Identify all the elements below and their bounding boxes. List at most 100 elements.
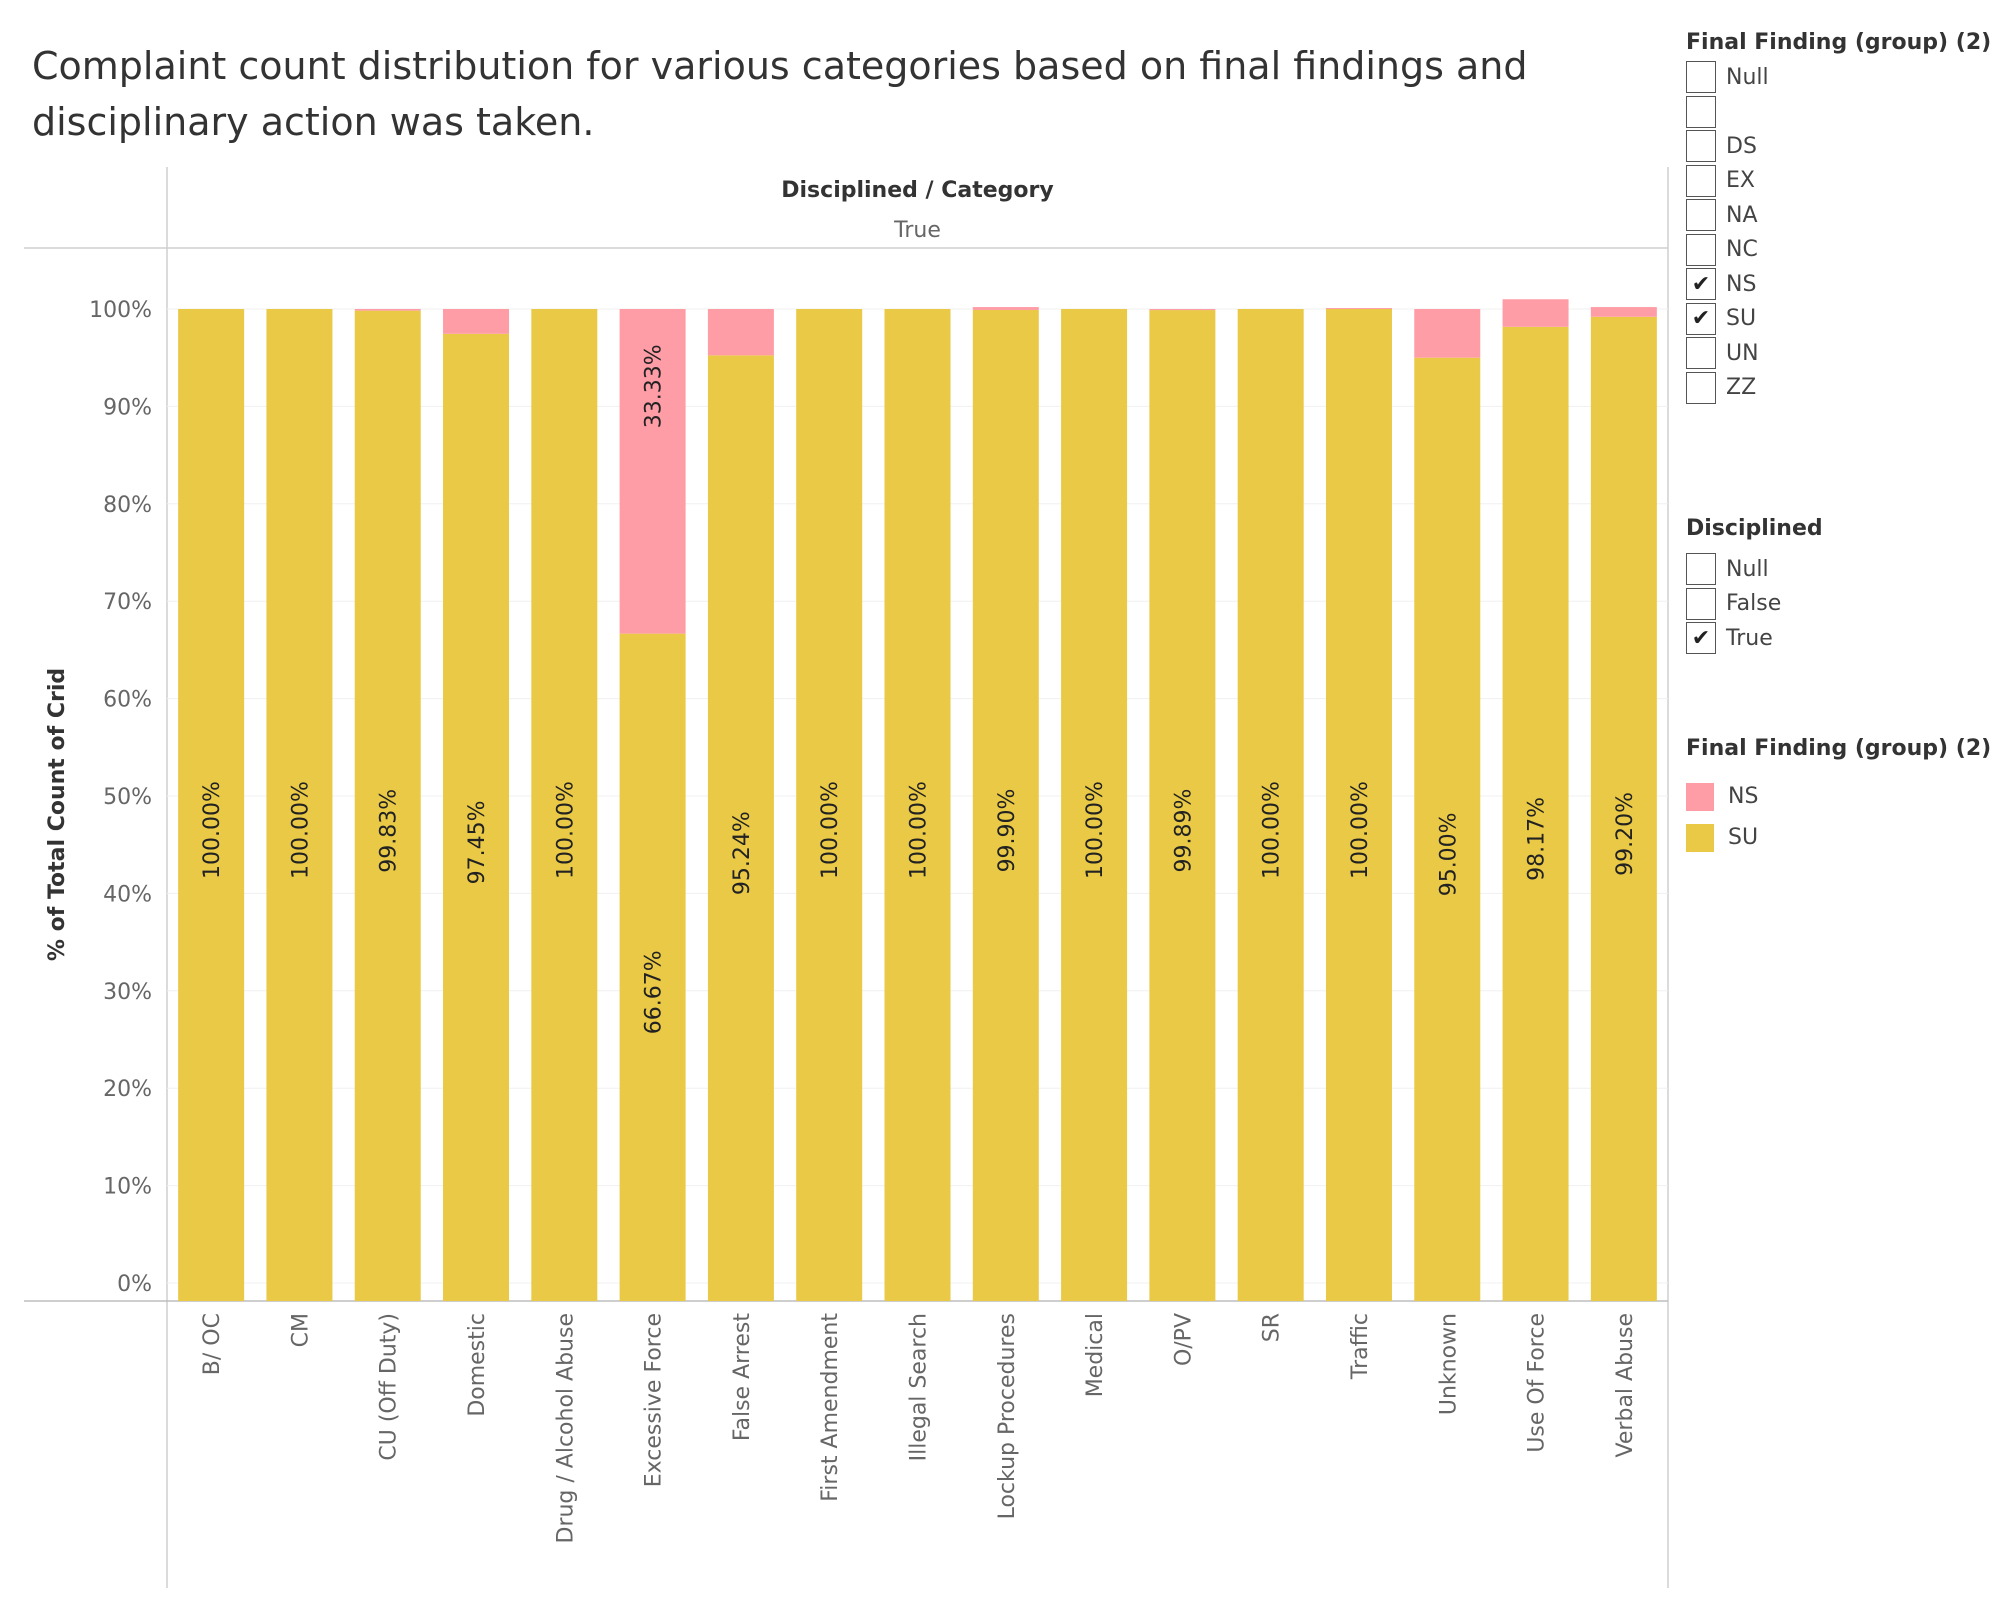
panel-header-label: Disciplined / Category [781, 178, 1053, 203]
bar-su [1502, 326, 1569, 1301]
final-finding-item-null[interactable]: Null [1686, 60, 1991, 95]
disciplined-item-null[interactable]: Null [1686, 552, 1823, 587]
x-tick-label: False Arrest [730, 1313, 755, 1441]
checkbox[interactable] [1686, 130, 1716, 163]
checkbox[interactable] [1686, 164, 1716, 197]
x-tick-label: Lockup Procedures [995, 1313, 1020, 1519]
data-label-su: 98.17% [1525, 797, 1550, 881]
final-finding-item-na[interactable]: NA [1686, 198, 1991, 233]
final-finding-item-zz[interactable]: ZZ [1686, 371, 1991, 406]
panel-header-value: True [893, 218, 941, 243]
data-label-su: 99.20% [1613, 792, 1638, 876]
bar-ns [707, 309, 774, 356]
x-tick-label: CU (Off Duty) [377, 1313, 402, 1461]
bar-su [178, 309, 245, 1301]
checkbox[interactable] [1686, 337, 1716, 370]
final-finding-item-ds[interactable]: DS [1686, 129, 1991, 164]
bar-ns [619, 309, 686, 634]
bar-su [884, 309, 951, 1301]
checkbox[interactable] [1686, 371, 1716, 404]
data-label-su: 100.00% [907, 781, 932, 879]
x-tick-label: Traffic [1348, 1313, 1373, 1380]
bar-ns [972, 307, 1039, 310]
checkbox-label: NS [1726, 271, 1757, 297]
data-label-su: 100.00% [1083, 781, 1108, 879]
data-label-su: 100.00% [200, 781, 225, 879]
checkbox-label: SU [1726, 306, 1757, 332]
x-tick-label: Drug / Alcohol Abuse [553, 1313, 578, 1543]
final-finding-item-blank[interactable] [1686, 95, 1991, 130]
y-axis-label: % of Total Count of Crid [45, 668, 70, 961]
bar-ns [1149, 309, 1216, 311]
y-tick-label: 70% [103, 590, 152, 615]
bar-su [1414, 357, 1481, 1301]
checkbox[interactable]: ✔ [1686, 302, 1716, 335]
y-tick-label: 90% [103, 395, 152, 420]
checkbox[interactable] [1686, 61, 1716, 94]
legend-item-ns: NS [1686, 776, 1991, 817]
x-tick-label: First Amendment [818, 1313, 843, 1502]
data-label-su: 66.67% [642, 950, 667, 1034]
y-tick-label: 80% [103, 493, 152, 518]
filter-disciplined: Disciplined Null False ✔ True [1686, 514, 1823, 656]
checkbox-label: Null [1726, 556, 1769, 582]
data-label-ns: 33.33% [642, 344, 667, 428]
data-label-su: 95.00% [1436, 812, 1461, 896]
data-label-su: 100.00% [553, 781, 578, 879]
bar-su [443, 333, 510, 1301]
checkbox-label: ZZ [1726, 375, 1757, 401]
filter-final-finding-title: Final Finding (group) (2) [1686, 30, 1992, 55]
bar-su [1237, 309, 1304, 1301]
final-finding-item-ex[interactable]: EX [1686, 164, 1991, 199]
checkbox-label: EX [1726, 168, 1755, 194]
data-label-su: 100.00% [288, 781, 313, 879]
data-label-su: 100.00% [1260, 781, 1285, 879]
disciplined-item-true[interactable]: ✔ True [1686, 621, 1823, 656]
final-finding-item-su[interactable]: ✔ SU [1686, 302, 1991, 337]
checkbox[interactable] [1686, 199, 1716, 232]
bar-su [266, 309, 333, 1301]
checkbox-label: UN [1726, 340, 1759, 366]
x-tick-label: Unknown [1436, 1313, 1461, 1415]
checkbox-label: NA [1726, 202, 1758, 228]
y-tick-label: 20% [103, 1077, 152, 1102]
checkbox[interactable]: ✔ [1686, 268, 1716, 301]
data-label-su: 99.83% [377, 789, 402, 873]
bar-su [354, 310, 421, 1302]
filter-disciplined-title: Disciplined [1686, 516, 1823, 541]
data-label-su: 100.00% [818, 781, 843, 879]
bar-ns [1502, 299, 1569, 327]
checkbox-label: False [1726, 591, 1782, 617]
chart-title: Complaint count distribution for various… [32, 44, 1528, 144]
checkbox[interactable] [1686, 553, 1716, 586]
bar-ns [1590, 307, 1657, 317]
checkbox-label: True [1726, 625, 1773, 651]
bar-su [1149, 310, 1216, 1301]
data-label-su: 97.45% [465, 800, 490, 884]
x-tick-label: Verbal Abuse [1613, 1313, 1638, 1457]
checkbox[interactable] [1686, 587, 1716, 620]
y-tick-label: 100% [89, 298, 152, 323]
bar-ns [354, 309, 421, 311]
bar-su [1590, 316, 1657, 1301]
y-tick-label: 30% [103, 980, 152, 1005]
filter-final-finding: Final Finding (group) (2) Null DS EX NA NC ✔ N… [1686, 28, 1991, 405]
bar-ns [1414, 309, 1481, 358]
y-tick-label: 0% [117, 1272, 152, 1297]
checkbox[interactable]: ✔ [1686, 622, 1716, 655]
legend-item-su: SU [1686, 817, 1991, 858]
final-finding-item-un[interactable]: UN [1686, 336, 1991, 371]
color-legend-title: Final Finding (group) (2) [1686, 736, 1992, 761]
checkbox[interactable] [1686, 233, 1716, 266]
data-label-su: 100.00% [1348, 781, 1373, 879]
x-tick-label: SR [1260, 1313, 1285, 1342]
legend-swatch [1686, 782, 1714, 811]
checkbox[interactable] [1686, 95, 1716, 128]
final-finding-item-nc[interactable]: NC [1686, 233, 1991, 268]
x-tick-label: B/ OC [200, 1313, 225, 1375]
disciplined-item-false[interactable]: False [1686, 587, 1823, 622]
final-finding-item-ns[interactable]: ✔ NS [1686, 267, 1991, 302]
x-tick-label: Use Of Force [1525, 1313, 1550, 1453]
bar-ns [443, 309, 510, 334]
y-tick-label: 50% [103, 785, 152, 810]
